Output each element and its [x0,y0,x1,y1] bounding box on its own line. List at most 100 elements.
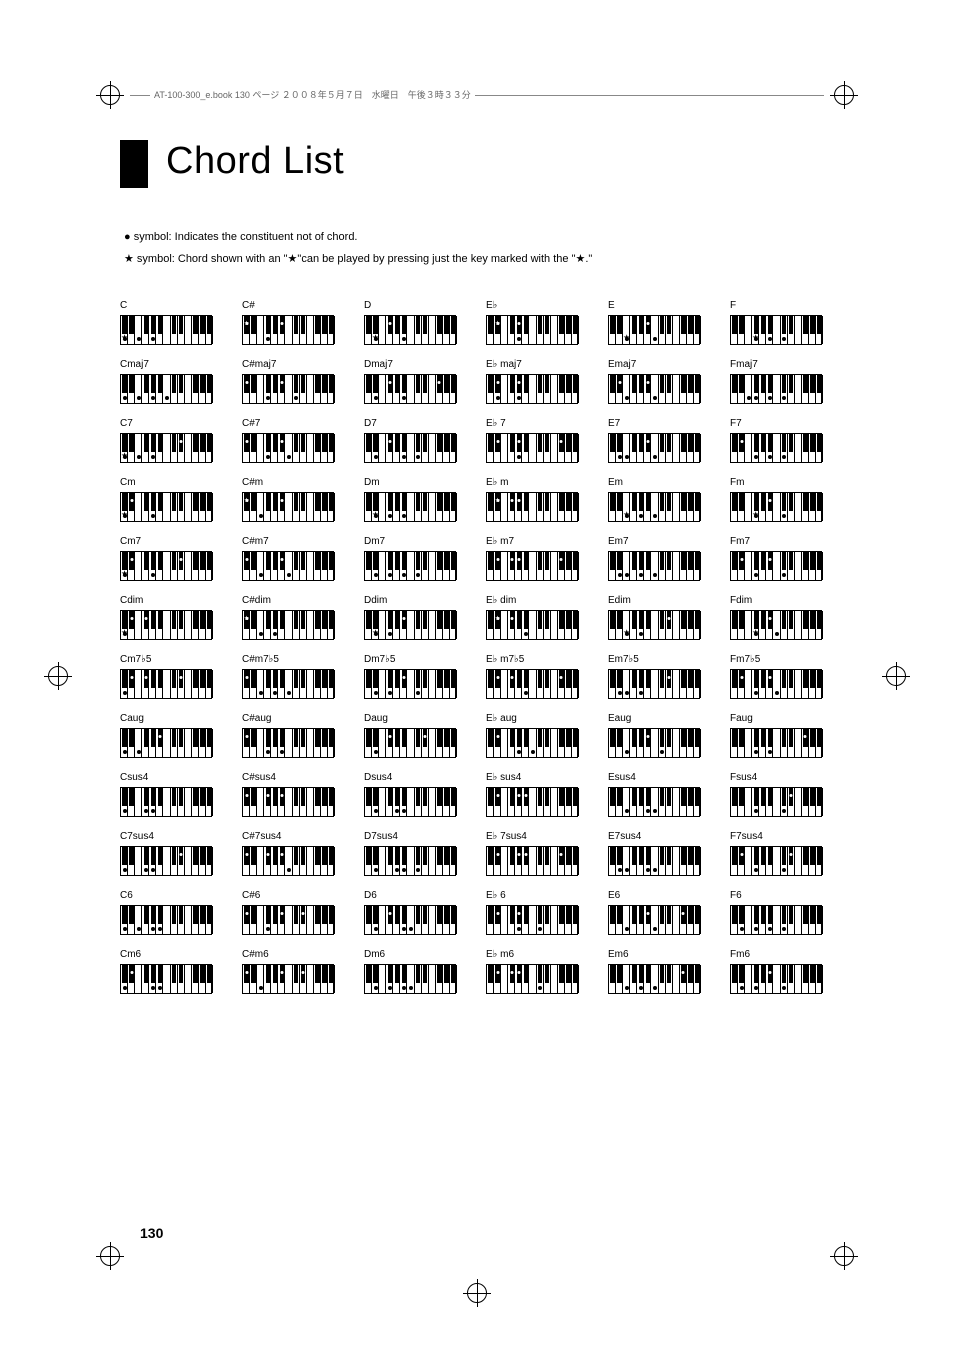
chord-cell: E♭ 7sus4 [486,831,590,876]
chord-cell: Esus4 [608,772,712,817]
chord-cell: Edim★ [608,595,712,640]
keyboard-diagram [364,433,456,463]
chord-label: Dm7♭5 [364,654,468,666]
chord-cell: E7 [608,418,712,463]
chord-label: F [730,300,834,312]
chord-label: C [120,300,224,312]
chord-label: C#sus4 [242,772,346,784]
chord-label: Ddim [364,595,468,607]
chord-cell: C7sus4 [120,831,224,876]
chord-label: E7 [608,418,712,430]
chord-cell: C#dim★ [242,595,346,640]
chord-label: E7sus4 [608,831,712,843]
chord-cell: Cm★ [120,477,224,522]
chord-cell: C★ [120,300,224,345]
keyboard-diagram [364,846,456,876]
chord-cell: Fsus4 [730,772,834,817]
chord-label: C# [242,300,346,312]
chord-label: Cm6 [120,949,224,961]
chord-cell: Cm6 [120,949,224,994]
chord-label: Caug [120,713,224,725]
chord-label: Eaug [608,713,712,725]
chord-cell: E6 [608,890,712,935]
keyboard-diagram: ★ [364,610,456,640]
keyboard-diagram [364,551,456,581]
keyboard-diagram [730,433,822,463]
keyboard-diagram [364,905,456,935]
keyboard-diagram: ★ [486,492,578,522]
keyboard-diagram [608,846,700,876]
chord-cell: E♭ m★ [486,477,590,522]
keyboard-diagram [608,787,700,817]
chord-cell: C#7 [242,418,346,463]
legend-star: ★ symbol: Chord shown with an "★"can be … [124,250,834,270]
chord-cell: Dm7 [364,536,468,581]
keyboard-diagram [120,669,212,699]
chord-label: C7sus4 [120,831,224,843]
chord-label: C#m7♭5 [242,654,346,666]
chord-label: C7 [120,418,224,430]
keyboard-diagram [242,669,334,699]
keyboard-diagram: ★ [608,492,700,522]
chord-cell: C#m7 [242,536,346,581]
chord-cell: E♭ m6 [486,949,590,994]
chord-cell: Csus4 [120,772,224,817]
chord-label: Esus4 [608,772,712,784]
chord-label: Dm7 [364,536,468,548]
keyboard-diagram [242,551,334,581]
chord-cell: Cm7♭5 [120,654,224,699]
chord-label: Daug [364,713,468,725]
chord-label: Fsus4 [730,772,834,784]
chord-label: D7 [364,418,468,430]
chord-label: Em [608,477,712,489]
chord-cell: E♭ 7 [486,418,590,463]
keyboard-diagram [242,728,334,758]
chord-cell: E♭ m7♭5 [486,654,590,699]
chord-cell: E♭ aug [486,713,590,758]
chord-cell: Fm★ [730,477,834,522]
chord-label: F6 [730,890,834,902]
chord-cell: Em6 [608,949,712,994]
keyboard-diagram: ★ [608,315,700,345]
keyboard-diagram: ★ [242,492,334,522]
chord-cell: C6 [120,890,224,935]
chord-label: D [364,300,468,312]
chord-cell: Dmaj7 [364,359,468,404]
chord-cell: F7sus4 [730,831,834,876]
keyboard-diagram: ★ [242,315,334,345]
keyboard-diagram: ★ [242,610,334,640]
chord-cell: Em7 [608,536,712,581]
keyboard-diagram [242,433,334,463]
chord-cell: C#m7♭5 [242,654,346,699]
chord-label: Fm6 [730,949,834,961]
legend-dot: ● symbol: Indicates the constituent not … [124,228,834,248]
keyboard-diagram [608,905,700,935]
keyboard-diagram [364,669,456,699]
chord-cell: Fm7♭5 [730,654,834,699]
chord-label: Dmaj7 [364,359,468,371]
keyboard-diagram [242,374,334,404]
chord-cell: C#maj7 [242,359,346,404]
chord-label: C#7sus4 [242,831,346,843]
chord-label: E [608,300,712,312]
chord-cell: Cmaj7 [120,359,224,404]
keyboard-diagram: ★ [364,492,456,522]
chord-label: E♭ aug [486,713,590,725]
chord-label: E♭ [486,300,590,312]
chord-label: Cdim [120,595,224,607]
keyboard-diagram: ★ [120,610,212,640]
keyboard-diagram [730,551,822,581]
keyboard-diagram: ★ [486,315,578,345]
legend: ● symbol: Indicates the constituent not … [124,228,834,270]
keyboard-diagram [486,433,578,463]
keyboard-diagram [730,846,822,876]
keyboard-diagram [608,433,700,463]
chord-cell: F7 [730,418,834,463]
chord-cell: Fdim★ [730,595,834,640]
keyboard-diagram: ★ [120,492,212,522]
chord-cell: D6 [364,890,468,935]
title-block: Chord List [120,140,834,188]
keyboard-diagram: ★ [120,315,212,345]
keyboard-diagram [242,846,334,876]
chord-label: Emaj7 [608,359,712,371]
